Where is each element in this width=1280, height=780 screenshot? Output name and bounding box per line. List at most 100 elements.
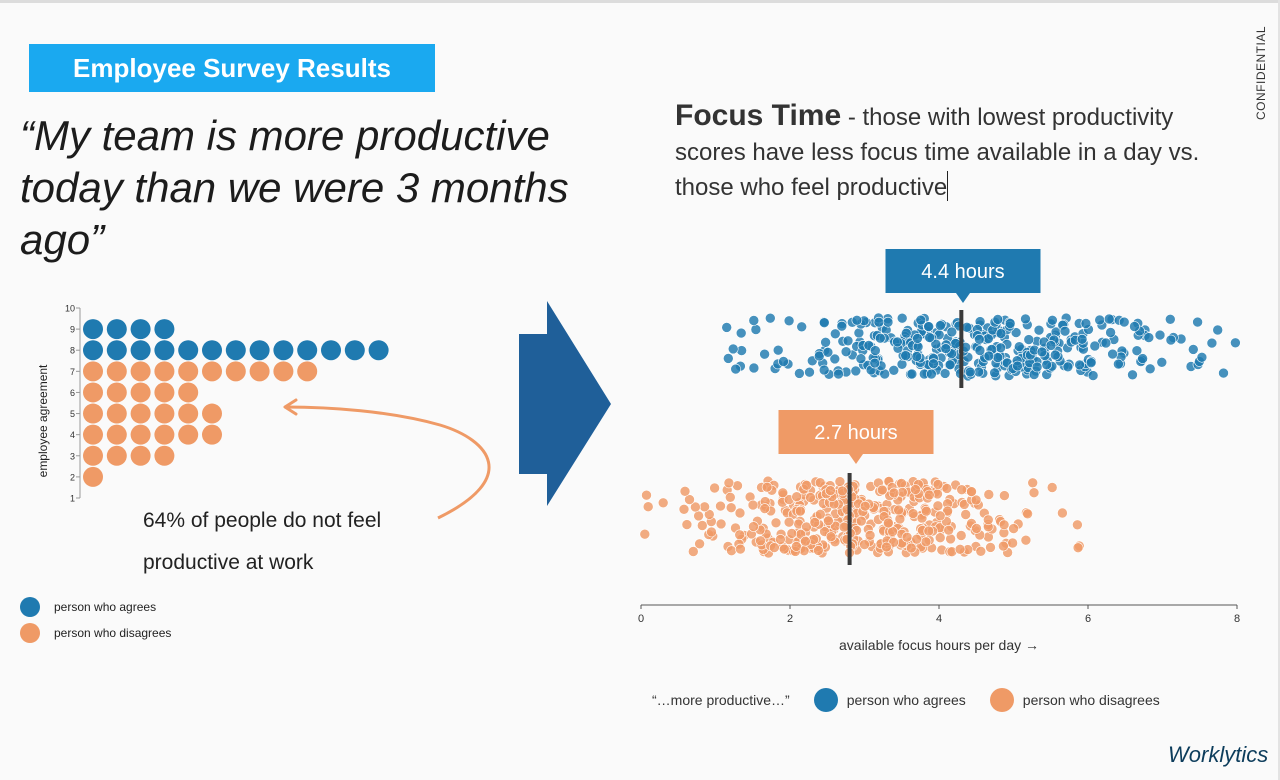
disagree-point (975, 545, 987, 557)
agree-point (1127, 369, 1138, 381)
agree-point (730, 363, 742, 375)
disagree-point (755, 535, 766, 547)
disagree-point (734, 529, 746, 541)
agreement-dot-chart: 1 2 3 4 5 6 7 8 9 10 employee agreement (36, 304, 389, 504)
disagree-dot (154, 361, 175, 382)
text-cursor (947, 171, 949, 201)
agree-point (850, 365, 862, 377)
agree-point (820, 336, 831, 348)
agree-dot (368, 340, 389, 361)
disagree-point (800, 535, 811, 547)
agree-point (1094, 314, 1105, 326)
agree-dot (321, 340, 341, 361)
agree-dot (225, 340, 246, 361)
agree-point (1062, 361, 1074, 373)
disagree-dot (154, 382, 175, 403)
left-legend: person who agrees person who disagrees (20, 594, 171, 646)
disagree-point (639, 528, 651, 540)
agree-point (915, 314, 927, 326)
disagree-point (1072, 542, 1084, 554)
disagree-point (778, 543, 790, 555)
agree-point (974, 345, 986, 356)
disagree-point (876, 484, 888, 496)
agree-point (1188, 344, 1199, 355)
curved-arrow-icon (283, 398, 491, 520)
disagree-point (923, 489, 935, 501)
agree-point (721, 322, 733, 333)
disagree-point (888, 487, 900, 499)
disagree-point (777, 487, 789, 499)
disagree-point (920, 536, 932, 548)
agree-point (900, 327, 912, 339)
agree-dot (154, 319, 175, 340)
survey-quote: “My team is more productive today than w… (20, 112, 569, 263)
legend-label-disagree: person who disagrees (1022, 692, 1160, 708)
disagree-dot (178, 424, 199, 445)
annotation-text: 64% of people do not feel productive at … (143, 509, 382, 574)
disagree-dot (130, 424, 151, 445)
agree-point (882, 316, 894, 328)
y-tick-label: 10 (65, 304, 75, 314)
agree-point (983, 350, 995, 362)
agree-point (1045, 340, 1057, 351)
agree-point (842, 335, 854, 347)
disagree-dot (106, 424, 127, 445)
disagree-dot (178, 403, 199, 424)
y-tick-label: 9 (70, 325, 75, 335)
agree-dot (344, 340, 365, 361)
disagree-dot (249, 361, 270, 382)
agree-point (759, 348, 770, 360)
agree-point (869, 357, 881, 369)
agree-point (1047, 314, 1058, 326)
agree-point (995, 328, 1007, 339)
agree-point (818, 364, 830, 376)
focus-time-description: - those with lowest productivity scores … (675, 104, 1200, 201)
disagree-point (715, 500, 726, 512)
disagree-point (859, 500, 871, 512)
agree-point (1031, 361, 1043, 373)
agree-point (974, 333, 985, 345)
agree-point (822, 346, 834, 358)
agree-point (946, 326, 958, 338)
legend-label-disagree: person who disagrees (54, 626, 172, 640)
disagree-dot (273, 361, 294, 382)
disagree-point (814, 477, 826, 489)
legend-item-agree: person who agrees (20, 594, 171, 620)
disagree-point (1022, 508, 1033, 520)
agree-point (1050, 349, 1061, 361)
agree-point (892, 336, 903, 348)
disagree-dot (106, 361, 127, 382)
legend-quote-label: “…more productive…” (652, 692, 790, 708)
disagree-point (954, 543, 966, 555)
disagree-point (934, 510, 946, 522)
agree-point (1085, 357, 1097, 369)
disagree-point (814, 508, 826, 520)
agree-point (1206, 337, 1218, 349)
agree-point (928, 358, 939, 370)
agree-point (873, 316, 885, 328)
disagree-dot (83, 445, 103, 466)
disagree-point (641, 489, 652, 501)
agree-point (796, 321, 808, 333)
disagree-point (759, 503, 771, 514)
disagree-dot (83, 361, 103, 382)
disagree-point (770, 517, 782, 529)
disagree-point (837, 485, 848, 497)
bottom-legend: “…more productive…” person who agrees pe… (652, 688, 1160, 712)
agree-dot (202, 340, 222, 361)
disagree-point (681, 519, 693, 530)
disagree-point (693, 510, 704, 522)
disagree-point (775, 534, 786, 545)
agree-point (1196, 351, 1208, 363)
agree-point (836, 320, 848, 332)
disagree-point (642, 501, 654, 513)
disagree-dot (106, 382, 127, 403)
disagree-point (690, 501, 701, 513)
disagree-point (982, 514, 994, 526)
disagree-dot (130, 361, 151, 382)
agree-point (1107, 348, 1118, 360)
disagree-point (735, 543, 746, 555)
agree-point (1012, 360, 1023, 372)
agree-point (853, 327, 865, 339)
y-tick-label: 2 (70, 472, 75, 482)
